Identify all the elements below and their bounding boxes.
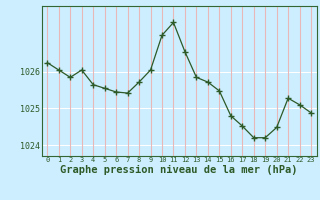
X-axis label: Graphe pression niveau de la mer (hPa): Graphe pression niveau de la mer (hPa) (60, 165, 298, 175)
